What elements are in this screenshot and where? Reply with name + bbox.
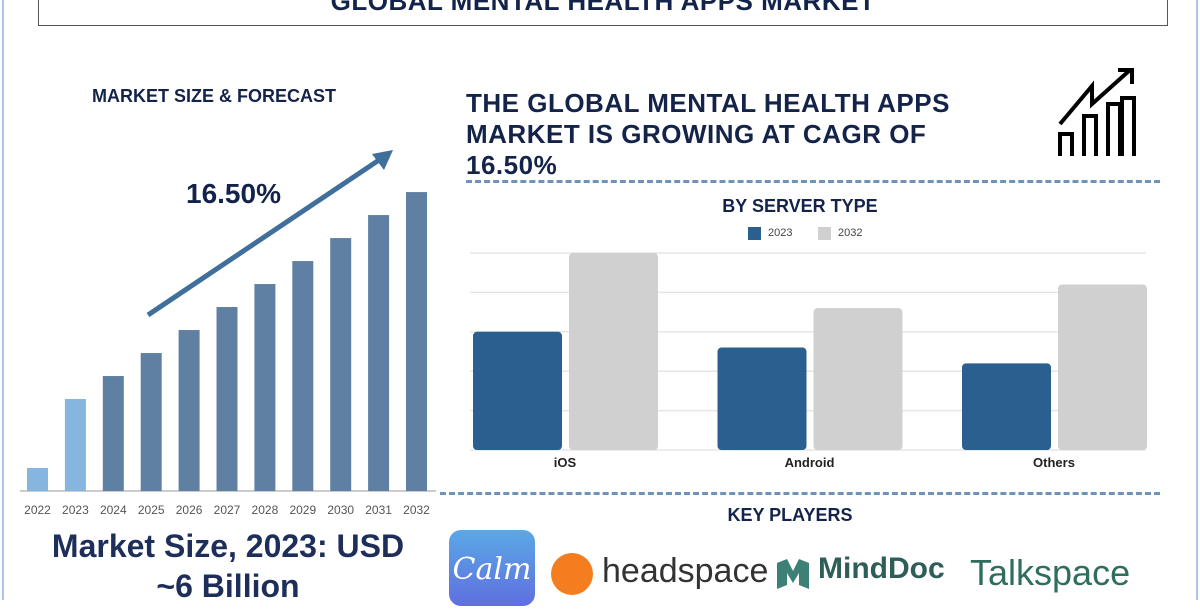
bar-Others-2023 xyxy=(962,363,1051,450)
bar-2025 xyxy=(140,353,162,491)
key-players-heading: KEY PLAYERS xyxy=(727,505,853,525)
bar-2031 xyxy=(368,215,390,491)
logo-headspace: headspace xyxy=(602,552,769,590)
server-type-title: BY SERVER TYPE xyxy=(722,196,878,216)
year-label-2023: 2023 xyxy=(62,503,89,517)
bar-Android-2023 xyxy=(717,347,807,450)
year-label-2029: 2029 xyxy=(289,503,316,517)
headspace-dot-icon xyxy=(551,553,593,595)
market-size-heading: MARKET SIZE & FORECAST xyxy=(92,86,337,106)
logo-minddoc: MindDoc xyxy=(818,552,945,585)
year-label-2027: 2027 xyxy=(214,503,241,517)
year-label-2026: 2026 xyxy=(176,503,203,517)
category-label-Others: Others xyxy=(1033,455,1075,470)
bar-2030 xyxy=(330,238,352,491)
legend-label-2023: 2023 xyxy=(768,227,793,239)
headline-line2: MARKET IS GROWING AT CAGR OF xyxy=(466,119,927,149)
bar-2026 xyxy=(178,330,200,491)
growth-arrow-line xyxy=(146,153,387,318)
headline-line1: THE GLOBAL MENTAL HEALTH APPS xyxy=(466,88,950,118)
page-title: GLOBAL MENTAL HEALTH APPS MARKET xyxy=(38,0,1168,26)
year-label-2030: 2030 xyxy=(327,503,354,517)
logo-calm: Calm xyxy=(449,530,535,606)
logo-talkspace: Talkspace xyxy=(970,552,1131,593)
bar-Others-2032 xyxy=(1058,284,1147,450)
category-label-iOS: iOS xyxy=(554,455,577,470)
year-label-2025: 2025 xyxy=(138,503,165,517)
market-size-line2: ~6 Billion xyxy=(156,568,300,604)
bar-iOS-2032 xyxy=(569,253,658,450)
year-label-2031: 2031 xyxy=(365,503,392,517)
year-label-2032: 2032 xyxy=(403,503,430,517)
year-label-2028: 2028 xyxy=(252,503,279,517)
headline-line3: 16.50% xyxy=(466,150,558,180)
bar-2024 xyxy=(102,376,124,491)
market-size-text: Market Size, 2023: USD ~6 Billion xyxy=(38,526,418,606)
cagr-headline: THE GLOBAL MENTAL HEALTH APPS MARKET IS … xyxy=(466,88,950,181)
bar-2029 xyxy=(292,261,314,491)
growth-arrow-head xyxy=(372,150,393,170)
bar-2032 xyxy=(406,192,427,491)
bar-iOS-2023 xyxy=(473,331,562,450)
cagr-annotation: 16.50% xyxy=(186,178,281,209)
bar-Android-2032 xyxy=(813,308,903,450)
divider-top xyxy=(466,180,1160,183)
bar-2027 xyxy=(216,307,238,491)
bar-2023 xyxy=(64,399,86,491)
legend-swatch-2023 xyxy=(748,227,761,240)
market-size-line1: Market Size, 2023: USD xyxy=(51,528,405,564)
growth-chart-icon xyxy=(1058,68,1136,156)
server-type-chart: iOS Android Others xyxy=(470,252,1147,470)
legend-swatch-2032 xyxy=(818,227,831,240)
bar-2028 xyxy=(254,284,276,491)
market-forecast-chart: 2022 2023 2024 2025 2026 2027 2028 2029 2030 2031… xyxy=(20,150,436,517)
bar-2022 xyxy=(27,468,48,491)
minddoc-icon xyxy=(777,559,809,589)
category-label-Android: Android xyxy=(785,455,835,470)
year-label-2022: 2022 xyxy=(24,503,51,517)
year-label-2024: 2024 xyxy=(100,503,127,517)
legend-label-2032: 2032 xyxy=(838,227,863,239)
divider-bottom xyxy=(440,492,1160,495)
